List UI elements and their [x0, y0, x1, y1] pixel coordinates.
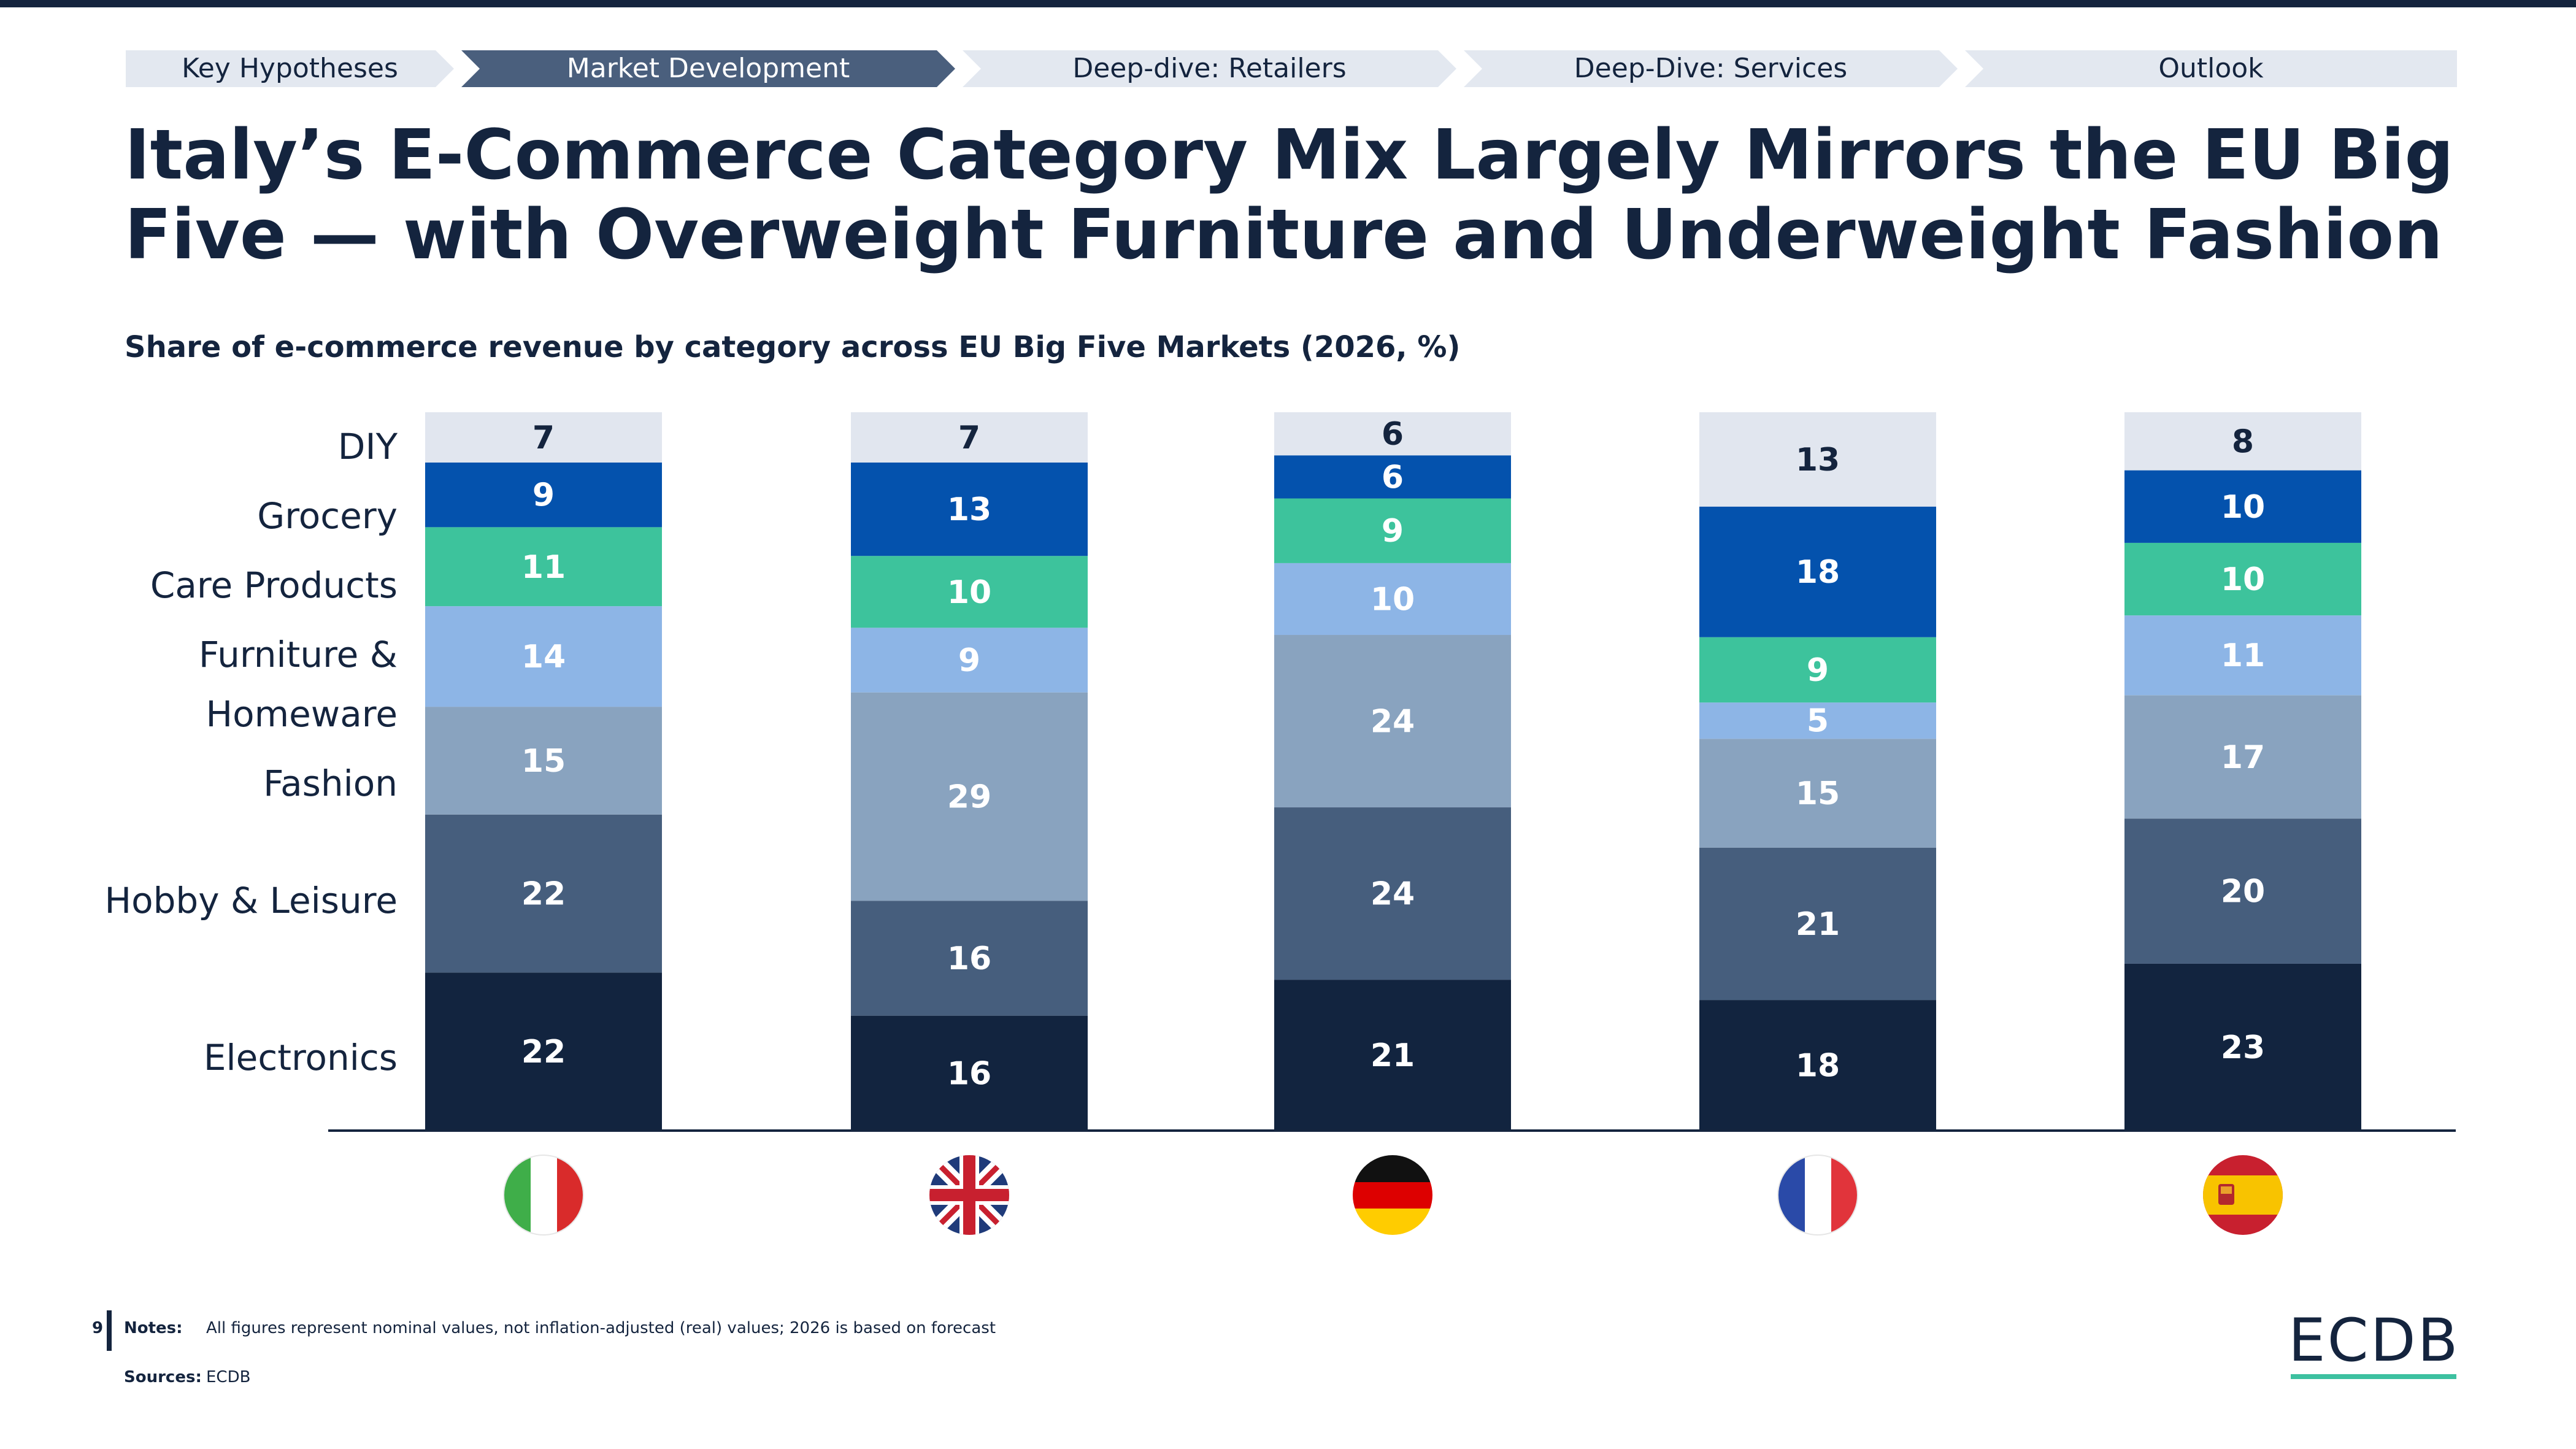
data-label-france-hobby-leisure: 21 — [1796, 906, 1840, 943]
bar-segment-france-diy — [1699, 412, 1936, 507]
section-navigation: Key Hypotheses Market Development Deep-d… — [126, 50, 2457, 87]
sources-label: Sources: — [124, 1368, 202, 1386]
bar-segment-france-furniture-homeware — [1699, 702, 1936, 739]
bar-segment-spain-diy — [2124, 412, 2361, 471]
bar-segment-united-kingdom-electronics — [851, 1015, 1088, 1131]
data-label-united-kingdom-grocery: 13 — [947, 491, 991, 528]
chart-subtitle: Share of e-commerce revenue by category … — [125, 330, 1461, 364]
category-label-diy: DIY — [337, 426, 398, 467]
data-label-italy-care-products: 11 — [521, 549, 566, 586]
bar-segment-united-kingdom-furniture-homeware — [851, 628, 1088, 693]
data-label-france-grocery: 18 — [1796, 554, 1840, 591]
germany-flag-icon — [1353, 1155, 1432, 1235]
bar-segment-italy-care-products — [425, 527, 662, 607]
bar-segment-spain-care-products — [2124, 542, 2361, 616]
page-number: 9 — [92, 1319, 104, 1337]
data-label-united-kingdom-fashion: 29 — [947, 778, 991, 815]
bar-segment-france-hobby-leisure — [1699, 847, 1936, 1001]
united-kingdom-flag-icon — [929, 1155, 1009, 1235]
data-label-germany-electronics: 21 — [1371, 1037, 1415, 1074]
bar-segment-spain-furniture-homeware — [2124, 615, 2361, 696]
data-label-france-fashion: 15 — [1796, 775, 1840, 812]
ecdb-logo: ECDB — [2288, 1306, 2460, 1375]
category-label-furniture-homeware-line2: Homeware — [206, 693, 398, 735]
bar-segment-italy-fashion — [425, 707, 662, 815]
bar-segment-germany-grocery — [1274, 455, 1511, 499]
data-label-italy-furniture-homeware: 14 — [521, 639, 566, 675]
data-label-germany-fashion: 24 — [1371, 704, 1415, 740]
data-label-france-furniture-homeware: 5 — [1807, 703, 1829, 740]
notes-text: All figures represent nominal values, no… — [206, 1319, 996, 1337]
bar-segment-italy-diy — [425, 412, 662, 463]
category-label-grocery: Grocery — [257, 495, 398, 537]
data-label-united-kingdom-diy: 7 — [958, 420, 980, 456]
category-label-hobby-leisure: Hobby & Leisure — [104, 880, 398, 921]
category-label-furniture-homeware-line1: Furniture & — [198, 634, 398, 675]
data-label-united-kingdom-electronics: 16 — [947, 1055, 991, 1092]
bar-segment-france-fashion — [1699, 739, 1936, 848]
bar-segment-germany-electronics — [1274, 980, 1511, 1131]
bar-segment-italy-grocery — [425, 462, 662, 528]
data-label-germany-care-products: 9 — [1382, 513, 1404, 550]
data-label-italy-fashion: 15 — [521, 743, 566, 780]
data-label-united-kingdom-hobby-leisure: 16 — [947, 940, 991, 977]
nav-step-key-hypotheses[interactable]: Key Hypotheses — [126, 50, 454, 87]
data-label-germany-hobby-leisure: 24 — [1371, 876, 1415, 913]
bar-segment-germany-fashion — [1274, 635, 1511, 808]
nav-step-deep-dive-retailers[interactable]: Deep-dive: Retailers — [963, 50, 1456, 87]
bar-segment-spain-grocery — [2124, 470, 2361, 543]
bar-segment-united-kingdom-care-products — [851, 556, 1088, 628]
top-accent-bar — [0, 0, 2576, 7]
bar-segment-italy-hobby-leisure — [425, 814, 662, 973]
bar-segment-united-kingdom-fashion — [851, 692, 1088, 901]
bar-segment-spain-electronics — [2124, 963, 2361, 1131]
data-label-germany-furniture-homeware: 10 — [1371, 581, 1415, 618]
spain-flag-icon — [2203, 1155, 2283, 1235]
data-label-france-diy: 13 — [1796, 442, 1840, 479]
data-label-spain-furniture-homeware: 11 — [2221, 637, 2265, 674]
data-label-italy-hobby-leisure: 22 — [521, 876, 566, 913]
bar-segment-france-electronics — [1699, 1000, 1936, 1131]
bar-segment-germany-furniture-homeware — [1274, 563, 1511, 636]
bar-segment-united-kingdom-hobby-leisure — [851, 901, 1088, 1016]
data-label-united-kingdom-furniture-homeware: 9 — [958, 642, 980, 679]
data-label-spain-hobby-leisure: 20 — [2221, 874, 2265, 910]
data-label-italy-electronics: 22 — [521, 1034, 566, 1070]
data-label-france-electronics: 18 — [1796, 1048, 1840, 1085]
data-label-france-care-products: 9 — [1807, 652, 1829, 689]
bar-segment-germany-diy — [1274, 412, 1511, 456]
data-label-italy-grocery: 9 — [533, 477, 555, 514]
data-label-spain-care-products: 10 — [2221, 561, 2265, 598]
bar-segment-italy-electronics — [425, 972, 662, 1131]
notes-label: Notes: — [124, 1319, 183, 1337]
bar-segment-spain-hobby-leisure — [2124, 818, 2361, 964]
category-label-care-products: Care Products — [150, 564, 398, 606]
data-label-united-kingdom-care-products: 10 — [947, 574, 991, 611]
logo-underline — [2291, 1374, 2456, 1379]
sources-text: ECDB — [206, 1368, 251, 1386]
nav-step-deep-dive-services[interactable]: Deep-Dive: Services — [1464, 50, 1958, 87]
data-label-spain-grocery: 10 — [2221, 489, 2265, 526]
bar-segment-spain-fashion — [2124, 695, 2361, 819]
data-label-germany-diy: 6 — [1382, 416, 1404, 453]
data-label-spain-fashion: 17 — [2221, 739, 2265, 776]
bar-segment-united-kingdom-diy — [851, 412, 1088, 463]
data-label-spain-electronics: 23 — [2221, 1029, 2265, 1066]
bar-segment-italy-furniture-homeware — [425, 606, 662, 707]
category-label-fashion: Fashion — [263, 763, 398, 804]
bar-segment-france-care-products — [1699, 637, 1936, 703]
nav-step-market-development[interactable]: Market Development — [461, 50, 955, 87]
page-title: Italy’s E-Commerce Category Mix Largely … — [125, 115, 2454, 275]
data-label-spain-diy: 8 — [2232, 423, 2254, 460]
bar-segment-france-grocery — [1699, 506, 1936, 637]
category-label-electronics: Electronics — [203, 1037, 398, 1078]
bar-segment-germany-care-products — [1274, 498, 1511, 563]
data-label-italy-diy: 7 — [533, 420, 555, 456]
footer-divider — [107, 1310, 112, 1351]
data-label-germany-grocery: 6 — [1382, 459, 1404, 496]
nav-step-outlook[interactable]: Outlook — [1965, 50, 2457, 87]
bar-segment-germany-hobby-leisure — [1274, 807, 1511, 980]
bar-segment-united-kingdom-grocery — [851, 462, 1088, 556]
